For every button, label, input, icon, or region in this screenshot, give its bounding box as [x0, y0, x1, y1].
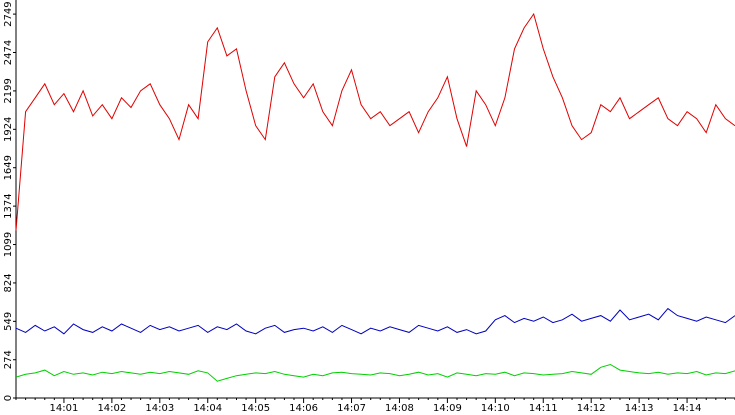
x-tick-label: 14:09	[433, 403, 462, 414]
line-series	[15, 12, 735, 231]
y-tick-label: 1374	[3, 193, 14, 218]
line-series	[15, 363, 735, 382]
y-tick-label: 274	[3, 350, 14, 369]
x-tick-label: 14:11	[529, 403, 558, 414]
x-tick-label: 14:03	[145, 403, 174, 414]
y-tick-label: 2749	[3, 1, 14, 26]
x-tick-label: 14:14	[673, 403, 702, 414]
x-tick-label: 14:01	[50, 403, 79, 414]
x-tick-label: 14:08	[385, 403, 414, 414]
x-tick-label: 14:13	[625, 403, 654, 414]
y-tick-label: 1099	[3, 232, 14, 257]
x-tick-label: 14:06	[289, 403, 318, 414]
x-tick-label: 14:10	[481, 403, 510, 414]
y-tick-label: 1649	[3, 155, 14, 180]
y-tick-label: 1924	[3, 117, 14, 142]
y-tick-label: 549	[3, 312, 14, 331]
y-tick-label: 2199	[3, 78, 14, 103]
x-tick-label: 14:02	[97, 403, 126, 414]
y-tick-label: 824	[3, 273, 14, 292]
line-series	[15, 307, 735, 335]
x-tick-label: 14:04	[193, 403, 222, 414]
x-tick-label: 14:12	[577, 403, 606, 414]
y-tick-label: 0	[3, 395, 14, 401]
y-tick-label: 2474	[3, 40, 14, 65]
x-tick-label: 14:05	[241, 403, 270, 414]
x-tick-label: 14:07	[337, 403, 366, 414]
